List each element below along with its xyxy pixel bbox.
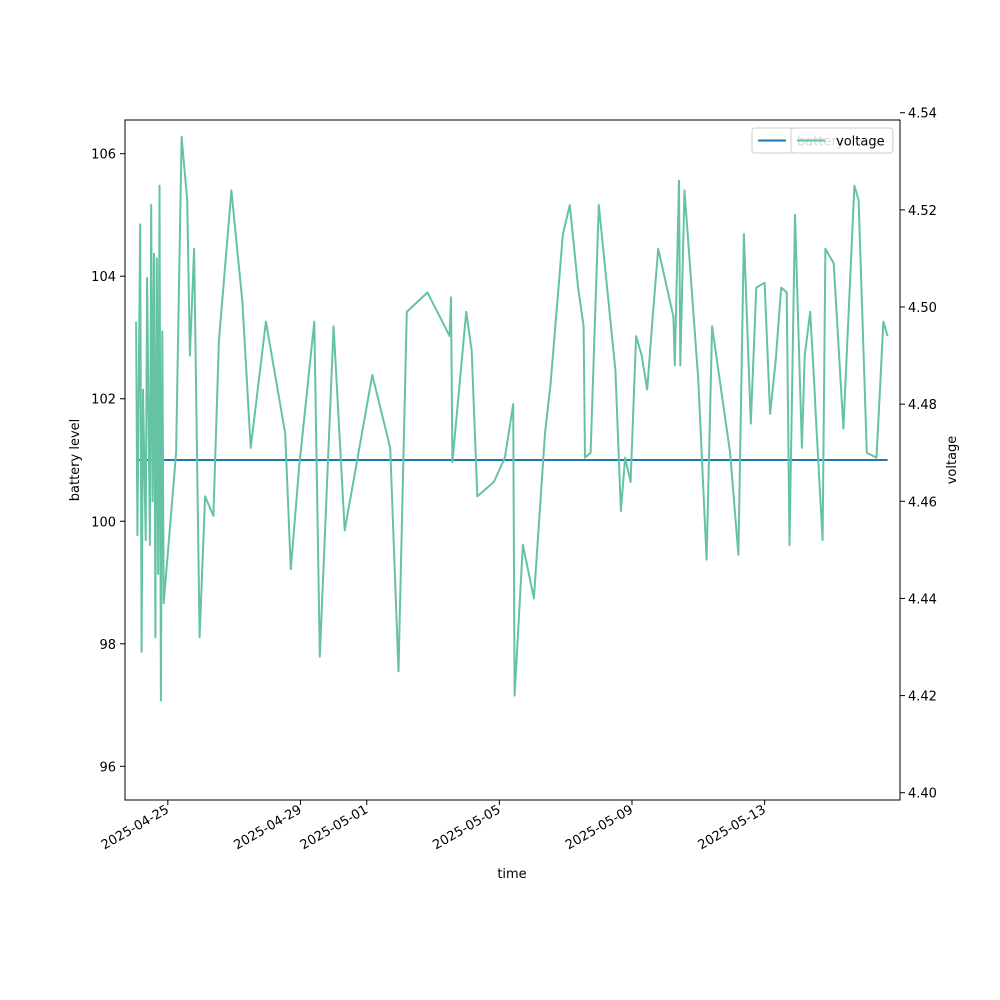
y-left-axis: 96 98 100 102 104 106 [91,148,125,775]
y-left-tick-label: 106 [91,148,116,163]
legend-box: voltage [790,127,894,154]
legend: batteryvoltage [751,127,894,154]
legend-label-voltage: voltage [836,135,885,150]
y-left-tick-label: 104 [91,270,116,285]
plot-frame [124,119,901,801]
y-right-tick-label: 4.46 [908,495,937,510]
y-right-tick-label: 4.42 [908,690,937,705]
y-right-tick-label: 4.50 [908,301,937,316]
y-right-axis-label: voltage [945,436,960,485]
y-left-axis-label: battery level [68,419,83,502]
y-left-tick-label: 100 [91,515,116,530]
legend-frame [790,127,894,154]
y-right-axis: 4.40 4.42 4.44 4.46 4.48 4.50 4.52 4.54 [900,107,937,802]
y-left-tick-label: 98 [99,638,116,653]
x-axis-label: time [497,867,526,882]
y-right-tick-label: 4.52 [908,204,937,219]
y-left-tick-label: 96 [99,760,116,775]
y-right-tick-label: 4.40 [908,787,937,802]
series-layer [135,136,889,702]
series-line-voltage [135,136,889,702]
y-right-tick-label: 4.44 [908,592,937,607]
y-right-tick-label: 4.54 [908,107,937,122]
y-left-tick-label: 102 [91,393,116,408]
y-right-tick-label: 4.48 [908,398,937,413]
